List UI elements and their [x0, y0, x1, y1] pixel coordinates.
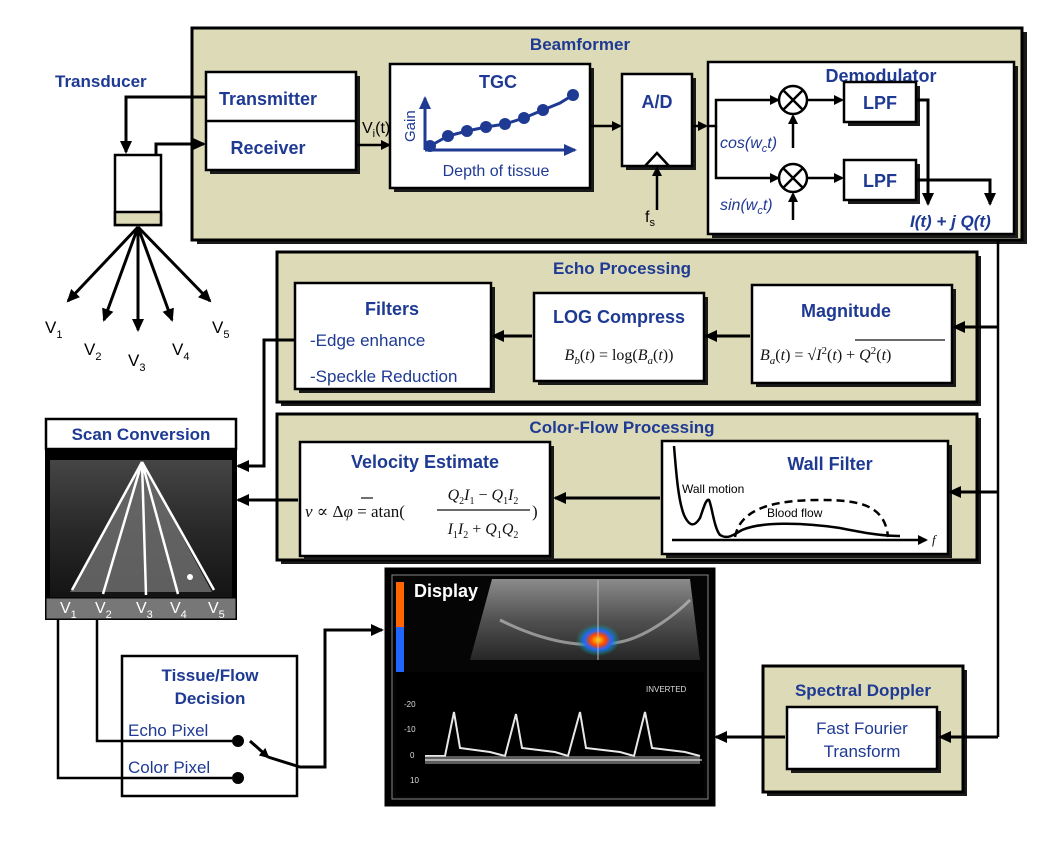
lpf-1-block — [842, 80, 918, 124]
spectral-doppler-title: Spectral Doppler — [795, 681, 931, 700]
receiver-label: Receiver — [230, 138, 305, 158]
velocity-estimate-block — [298, 440, 552, 558]
fft-block — [785, 705, 939, 771]
beam-v4: V4 — [172, 340, 189, 363]
echo-processing-title: Echo Processing — [553, 259, 691, 278]
tgc-ylabel: Gain — [402, 110, 419, 142]
wall-filter-block — [660, 439, 950, 556]
log-compress-formula: Bb(t) = log(Ba(t)) — [565, 347, 674, 367]
scan-beam-v3: V3 — [136, 600, 153, 621]
scan-conversion-title: Scan Conversion — [72, 425, 211, 444]
tissue-flow-title-2: Decision — [175, 689, 246, 708]
echo-processing-panel: Echo Processing Filters -Edge enhance -S… — [275, 250, 981, 406]
lpf-1-label: LPF — [863, 93, 897, 113]
beamformer-title: Beamformer — [530, 35, 631, 54]
iq-label: I(t) + j Q(t) — [910, 212, 991, 231]
filters-title: Filters — [365, 299, 419, 319]
svg-text:v ∝ Δφ = atan(: v ∝ Δφ = atan( — [305, 502, 405, 521]
svg-text:-20: -20 — [404, 700, 416, 709]
magnitude-block — [750, 283, 954, 385]
beam-v2: V2 — [84, 340, 101, 363]
scan-beam-v1: V1 — [60, 600, 77, 621]
color-flow-title: Color-Flow Processing — [529, 418, 714, 437]
display-inverted-label: INVERTED — [646, 685, 687, 694]
tissue-flow-title-1: Tissue/Flow — [162, 666, 260, 685]
svg-text:Q2I1 − Q1I2: Q2I1 − Q1I2 — [448, 487, 519, 507]
vi-label: Vi(t) — [362, 120, 390, 140]
svg-text:0: 0 — [410, 751, 415, 760]
filters-item-speckle: -Speckle Reduction — [310, 367, 457, 386]
display-scale: -20 -10 0 10 — [404, 700, 419, 785]
svg-text:I1I2 + Q1Q2: I1I2 + Q1Q2 — [447, 521, 519, 541]
cos-label: cos(wct) — [720, 135, 777, 155]
svg-text:-10: -10 — [404, 725, 416, 734]
wall-filter-title: Wall Filter — [787, 454, 872, 474]
lpf-2-label: LPF — [863, 171, 897, 191]
transducer-beam-labels: V1 V2 V3 V4 V5 — [45, 318, 229, 374]
color-pixel-label: Color Pixel — [128, 758, 210, 777]
svg-text:): ) — [532, 502, 538, 521]
tgc-xlabel: Depth of tissue — [443, 163, 550, 180]
scan-beam-labels: V1 V2 V3 V4 V5 — [60, 600, 225, 621]
transmitter-label: Transmitter — [219, 89, 317, 109]
svg-text:10: 10 — [410, 776, 419, 785]
scan-beam-v2: V2 — [95, 600, 112, 621]
beam-v1: V1 — [45, 318, 62, 341]
scan-beam-v4: V4 — [170, 600, 187, 621]
echo-pixel-label: Echo Pixel — [128, 721, 208, 740]
transducer: Transducer V1 V2 V3 V4 V5 — [45, 72, 229, 374]
scan-beam-v5: V5 — [208, 600, 225, 621]
filters-block — [293, 281, 493, 391]
tgc-gain-points — [424, 89, 579, 152]
ad-label: A/D — [642, 92, 673, 112]
velocity-estimate-title: Velocity Estimate — [351, 452, 499, 472]
transducer-label: Transducer — [55, 72, 147, 91]
display-title: Display — [414, 581, 478, 601]
blood-flow-label: Blood flow — [767, 506, 823, 520]
beam-v3: V3 — [128, 351, 145, 374]
tgc-title: TGC — [479, 72, 517, 92]
ad-converter-block — [620, 72, 694, 168]
tissue-flow-decision: Tissue/Flow Decision Echo Pixel Color Pi… — [120, 654, 299, 798]
display: Display INVERTED -20 -10 0 10 — [384, 567, 716, 807]
wall-motion-label: Wall motion — [682, 482, 744, 496]
magnitude-formula: Ba(t) = √I2(t) + Q2(t) — [760, 345, 891, 367]
f-axis-label: f — [932, 532, 938, 547]
spectral-doppler: Spectral Doppler Fast Fourier Transform — [761, 664, 967, 796]
beam-v5: V5 — [212, 318, 229, 341]
fft-label-2: Transform — [824, 742, 901, 761]
scan-conversion: Scan Conversion V1 V2 V3 V4 V5 — [44, 417, 238, 621]
velocity-formula: v ∝ Δφ = atan( Q2I1 − Q1I2 I1I2 + Q1Q2 ) — [305, 487, 538, 541]
mixer-2 — [777, 162, 809, 194]
log-compress-title: LOG Compress — [553, 307, 685, 327]
sin-label: sin(wct) — [720, 197, 773, 217]
beamformer-panel: Beamformer Transmitter Receiver Vi(t) TG… — [190, 26, 1027, 244]
signal-paths — [56, 240, 1000, 780]
filters-item-edge: -Edge enhance — [310, 331, 425, 350]
wall-filter-plot: Wall motion Blood flow f — [672, 445, 938, 547]
fft-label-1: Fast Fourier — [816, 719, 908, 738]
log-compress-block — [532, 291, 706, 383]
color-flow-panel: Color-Flow Processing Velocity Estimate … — [275, 412, 981, 564]
magnitude-title: Magnitude — [801, 301, 891, 321]
mixer-1 — [777, 84, 809, 116]
fs-label: fs — [645, 209, 655, 229]
